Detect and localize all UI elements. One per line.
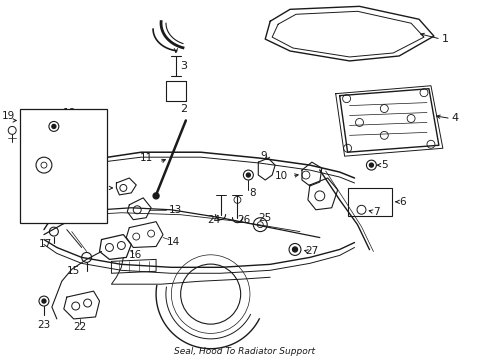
- Circle shape: [52, 125, 56, 129]
- Text: 26: 26: [236, 215, 249, 225]
- Text: 17: 17: [38, 239, 51, 249]
- Circle shape: [42, 299, 46, 303]
- Text: 2: 2: [180, 104, 187, 113]
- Bar: [20, 109, 107, 223]
- Text: 4: 4: [450, 113, 457, 123]
- Text: 16: 16: [128, 251, 142, 260]
- Text: 20: 20: [30, 143, 43, 153]
- Text: 15: 15: [67, 266, 80, 276]
- Text: 3: 3: [180, 61, 187, 71]
- Text: 27: 27: [305, 247, 318, 256]
- Circle shape: [246, 173, 250, 177]
- Circle shape: [368, 163, 373, 167]
- Text: 10: 10: [274, 171, 287, 181]
- Text: 14: 14: [166, 237, 179, 247]
- Text: 25: 25: [258, 213, 271, 223]
- Bar: [347, 188, 391, 216]
- Text: 12: 12: [92, 183, 105, 193]
- Text: 5: 5: [380, 160, 387, 170]
- Text: 13: 13: [169, 205, 182, 215]
- Text: 19: 19: [1, 112, 15, 121]
- Circle shape: [292, 247, 297, 252]
- Text: 23: 23: [37, 320, 50, 330]
- Text: Seal, Hood To Radiator Support: Seal, Hood To Radiator Support: [174, 347, 314, 356]
- Circle shape: [153, 193, 159, 199]
- Text: 18: 18: [63, 108, 76, 117]
- Text: 21: 21: [50, 200, 63, 210]
- Text: 9: 9: [260, 151, 266, 161]
- Text: 11: 11: [140, 153, 153, 163]
- Text: 1: 1: [441, 34, 447, 44]
- Text: 8: 8: [248, 188, 255, 198]
- Text: 6: 6: [398, 197, 405, 207]
- Text: 7: 7: [372, 207, 379, 217]
- Text: 22: 22: [73, 322, 86, 332]
- Text: 24: 24: [206, 215, 220, 225]
